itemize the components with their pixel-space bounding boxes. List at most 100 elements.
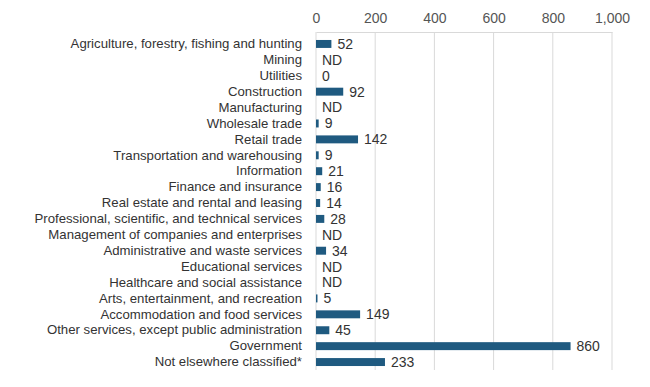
y-tick: Management of companies and enterprises	[48, 227, 316, 242]
category-label: Mining	[263, 52, 302, 67]
category-label: Construction	[228, 84, 302, 99]
data-label: 149	[366, 306, 390, 322]
x-tick: 800	[542, 10, 566, 32]
bar	[316, 135, 358, 143]
bar	[316, 199, 320, 207]
category-label: Accommodation and food services	[100, 307, 302, 322]
y-tick: Arts, entertainment, and recreation	[99, 291, 316, 306]
category-label: Government	[229, 338, 302, 353]
bar	[316, 294, 317, 302]
bars	[316, 40, 571, 366]
y-tick: Utilities	[260, 68, 317, 83]
data-label: 233	[391, 354, 415, 370]
y-tick: Not elsewhere classified*	[155, 354, 316, 369]
data-label: 45	[335, 322, 351, 338]
data-label: ND	[322, 274, 342, 290]
category-label: Arts, entertainment, and recreation	[99, 291, 302, 306]
category-label: Professional, scientific, and technical …	[34, 211, 302, 226]
data-label: 92	[349, 84, 365, 100]
bar	[316, 215, 324, 223]
y-tick: Other services, except public administra…	[47, 322, 316, 337]
data-label: ND	[322, 227, 342, 243]
y-tick: Construction	[228, 84, 316, 99]
grid-line	[434, 32, 435, 370]
x-tick-label: 400	[423, 10, 447, 26]
category-label: Information	[236, 163, 302, 178]
x-tick: 0	[313, 10, 321, 32]
category-label: Agriculture, forestry, fishing and hunti…	[71, 36, 302, 51]
data-label: ND	[322, 99, 342, 115]
bar	[316, 120, 319, 128]
bar	[316, 247, 326, 255]
bar	[316, 342, 571, 350]
bar	[316, 167, 322, 175]
category-label: Wholesale trade	[207, 116, 302, 131]
data-label: 14	[326, 195, 342, 211]
data-label: 0	[322, 68, 330, 84]
category-label: Transportation and warehousing	[113, 148, 302, 163]
category-label: Not elsewhere classified*	[155, 354, 302, 369]
data-label: 34	[332, 243, 348, 259]
x-tick: 1,000	[595, 10, 630, 32]
category-label: Educational services	[181, 259, 302, 274]
chart: 0 200 400 600 800 1,000 Agriculture, forestry,…	[0, 0, 650, 387]
data-label: 28	[330, 211, 346, 227]
y-tick: Finance and insurance	[169, 179, 316, 194]
grid-line	[612, 32, 613, 370]
y-tick: Manufacturing	[218, 100, 316, 115]
data-label: 5	[323, 290, 331, 306]
x-tick-label: 0	[313, 10, 321, 26]
grid-line	[493, 32, 494, 370]
bar	[316, 310, 360, 318]
x-tick-label: 800	[542, 10, 566, 26]
data-label: 9	[325, 147, 333, 163]
y-tick: Information	[236, 163, 316, 178]
x-tick-label: 200	[364, 10, 388, 26]
x-tick-label: 1,000	[595, 10, 630, 26]
data-label: ND	[322, 259, 342, 275]
grid	[316, 32, 612, 370]
y-axis: Agriculture, forestry, fishing and hunti…	[34, 36, 316, 369]
y-tick: Professional, scientific, and technical …	[34, 211, 316, 226]
data-label: ND	[322, 52, 342, 68]
y-tick: Educational services	[181, 259, 316, 274]
bar	[316, 72, 317, 80]
data-label: 21	[328, 163, 344, 179]
grid-line	[552, 32, 553, 370]
data-label: 860	[577, 338, 601, 354]
category-label: Utilities	[260, 68, 303, 83]
x-axis: 0 200 400 600 800 1,000	[313, 10, 631, 33]
category-label: Other services, except public administra…	[47, 322, 302, 337]
y-tick: Administrative and waste services	[103, 243, 316, 258]
bar	[316, 151, 319, 159]
data-labels: 52ND092ND9142921161428ND34NDND5149458602…	[322, 36, 600, 370]
y-tick: Transportation and warehousing	[113, 148, 316, 163]
y-tick: Agriculture, forestry, fishing and hunti…	[71, 36, 316, 51]
y-tick: Wholesale trade	[207, 116, 316, 131]
category-label: Management of companies and enterprises	[48, 227, 302, 242]
y-tick: Healthcare and social assistance	[109, 275, 316, 290]
category-label: Finance and insurance	[169, 179, 302, 194]
y-tick: Accommodation and food services	[100, 307, 316, 322]
category-label: Real estate and rental and leasing	[102, 195, 302, 210]
category-label: Administrative and waste services	[103, 243, 302, 258]
category-label: Retail trade	[235, 132, 302, 147]
bar	[316, 183, 321, 191]
x-tick: 200	[364, 10, 388, 32]
data-label: 16	[327, 179, 343, 195]
bar	[316, 358, 385, 366]
data-label: 142	[364, 131, 388, 147]
bar	[316, 40, 331, 48]
y-tick: Retail trade	[235, 132, 316, 147]
bar	[316, 88, 343, 96]
x-axis-line	[317, 32, 613, 33]
data-label: 9	[325, 115, 333, 131]
x-tick: 400	[423, 10, 447, 32]
y-tick: Mining	[263, 52, 316, 67]
y-tick: Government	[229, 338, 316, 353]
bar	[316, 326, 329, 334]
category-label: Healthcare and social assistance	[109, 275, 302, 290]
data-label: 52	[337, 36, 353, 52]
x-tick: 600	[482, 10, 506, 32]
category-label: Manufacturing	[218, 100, 302, 115]
